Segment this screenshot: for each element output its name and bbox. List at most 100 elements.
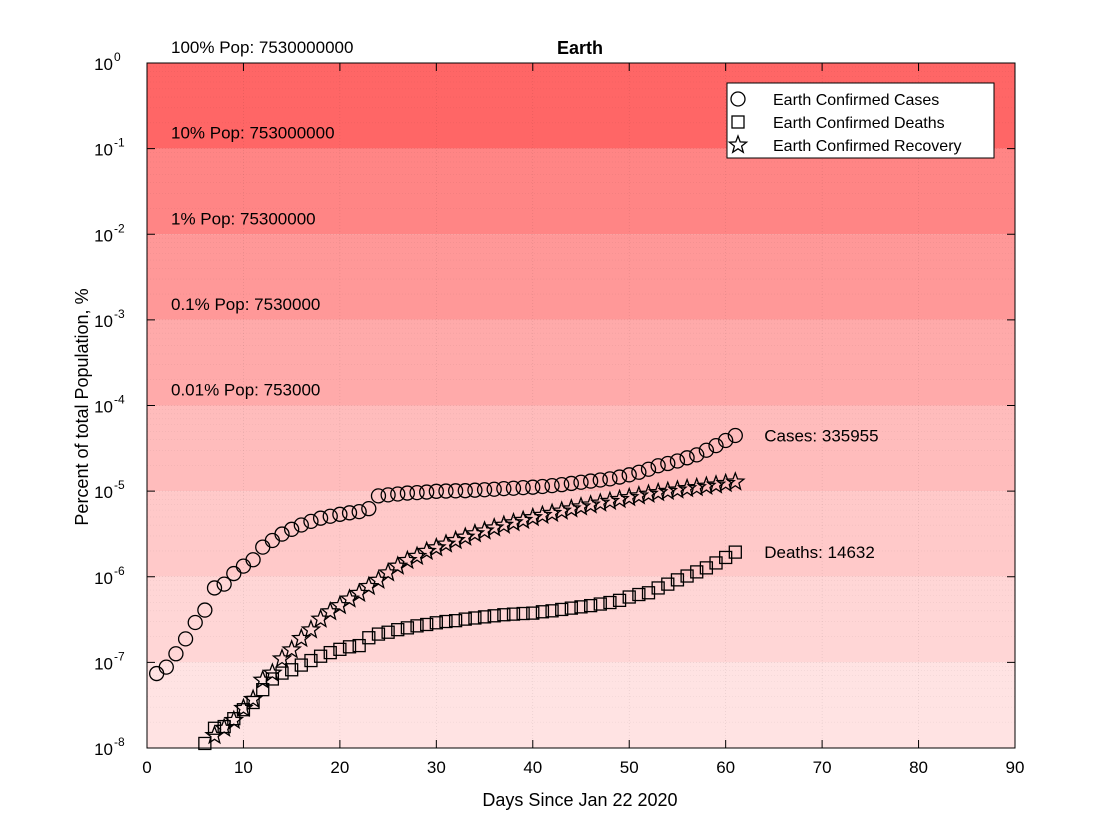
- data-point-circle: [168, 646, 184, 662]
- legend-box: [726, 82, 995, 159]
- data-point-square: [342, 640, 357, 654]
- data-point-square: [564, 601, 579, 615]
- data-point-star: [464, 522, 486, 543]
- data-point-star: [223, 709, 245, 730]
- data-point-circle: [409, 484, 425, 501]
- y-tick-label: 10: [94, 55, 113, 74]
- population-label: 100% Pop: 7530000000: [171, 38, 353, 57]
- x-tick-label: 20: [330, 758, 349, 777]
- data-point-star: [319, 600, 341, 621]
- data-point-star: [686, 476, 708, 497]
- data-point-square: [391, 623, 405, 637]
- data-point-circle: [274, 526, 290, 542]
- data-point-star: [580, 494, 601, 514]
- population-band: [147, 234, 1015, 320]
- data-point-square: [362, 631, 376, 645]
- data-point-square: [304, 653, 318, 668]
- data-point-square: [198, 736, 212, 751]
- data-point-square: [535, 605, 550, 619]
- population-label: 0.1% Pop: 7530000: [171, 295, 320, 314]
- data-point-circle: [554, 477, 570, 493]
- data-point-circle: [245, 552, 261, 568]
- data-point-circle: [621, 467, 637, 483]
- data-point-star: [358, 575, 380, 596]
- data-point-circle: [419, 484, 435, 500]
- data-point-circle: [158, 659, 174, 675]
- data-point-star: [705, 474, 727, 494]
- data-point-square: [632, 587, 646, 602]
- population-band: [147, 405, 1015, 492]
- data-point-star: [599, 490, 621, 511]
- data-point-star: [348, 582, 370, 603]
- data-point-star: [551, 500, 573, 520]
- data-point-square: [313, 649, 328, 663]
- data-point-square: [506, 607, 521, 621]
- data-point-circle: [582, 473, 599, 489]
- data-point-circle: [515, 479, 531, 496]
- data-point-star: [638, 483, 659, 504]
- data-point-circle: [669, 453, 686, 469]
- y-tick-exponent: -2: [114, 221, 125, 235]
- data-point-star: [300, 618, 322, 639]
- population-bands: [147, 63, 1015, 748]
- legend-label: Earth Confirmed Cases: [773, 92, 939, 109]
- legend-marker-square: [731, 115, 745, 129]
- data-point-star: [281, 639, 302, 659]
- y-tick-label: 10: [94, 226, 113, 245]
- data-point-star: [474, 520, 495, 540]
- data-point-star: [454, 526, 476, 546]
- data-point-star: [512, 509, 534, 530]
- data-point-star: [724, 471, 746, 491]
- data-point-star: [715, 472, 736, 493]
- y-tick-label: 10: [94, 740, 113, 759]
- data-point-star: [657, 480, 679, 501]
- population-label: 10% Pop: 753000000: [171, 124, 335, 143]
- data-point-circle: [390, 486, 406, 502]
- x-tick-label: 10: [234, 758, 253, 777]
- data-point-star: [445, 529, 466, 550]
- data-point-circle: [727, 427, 743, 444]
- data-point-circle: [197, 602, 213, 618]
- data-point-circle: [361, 501, 377, 517]
- data-point-square: [487, 609, 501, 623]
- data-point-circle: [322, 508, 338, 524]
- y-tick-exponent: -1: [114, 136, 125, 150]
- data-point-circle: [457, 483, 473, 499]
- data-point-circle: [534, 478, 551, 495]
- x-tick-label: 70: [813, 758, 832, 777]
- data-point-star: [628, 485, 650, 505]
- series-square: [198, 545, 742, 751]
- data-point-circle: [284, 521, 300, 537]
- data-point-square: [670, 573, 685, 587]
- data-point-star: [522, 506, 544, 527]
- data-point-square: [622, 590, 636, 604]
- y-tick-exponent: -7: [114, 649, 125, 663]
- y-tick-exponent: -8: [114, 735, 125, 749]
- data-point-circle: [496, 480, 512, 497]
- population-band: [147, 491, 1015, 577]
- data-point-star: [204, 724, 225, 745]
- data-point-circle: [698, 442, 715, 458]
- data-point-star: [310, 608, 331, 628]
- data-point-square: [516, 606, 530, 621]
- data-point-square: [285, 663, 299, 677]
- data-point-star: [493, 514, 515, 534]
- data-point-circle: [689, 447, 705, 463]
- legend-label: Earth Confirmed Recovery: [773, 138, 962, 155]
- y-tick-exponent: -5: [114, 478, 125, 492]
- data-point-square: [699, 561, 714, 575]
- data-point-circle: [660, 455, 676, 472]
- data-point-square: [477, 610, 492, 624]
- data-point-star: [406, 545, 428, 566]
- data-point-square: [352, 638, 366, 653]
- data-point-square: [690, 565, 704, 579]
- data-point-square: [439, 614, 453, 629]
- data-point-circle: [708, 437, 724, 454]
- data-point-square: [333, 642, 347, 656]
- data-point-star: [503, 511, 524, 532]
- data-point-circle: [650, 458, 666, 474]
- legend-label: Earth Confirmed Deaths: [773, 115, 945, 132]
- data-point-square: [323, 645, 337, 660]
- data-point-circle: [370, 488, 387, 504]
- data-point-square: [458, 612, 472, 626]
